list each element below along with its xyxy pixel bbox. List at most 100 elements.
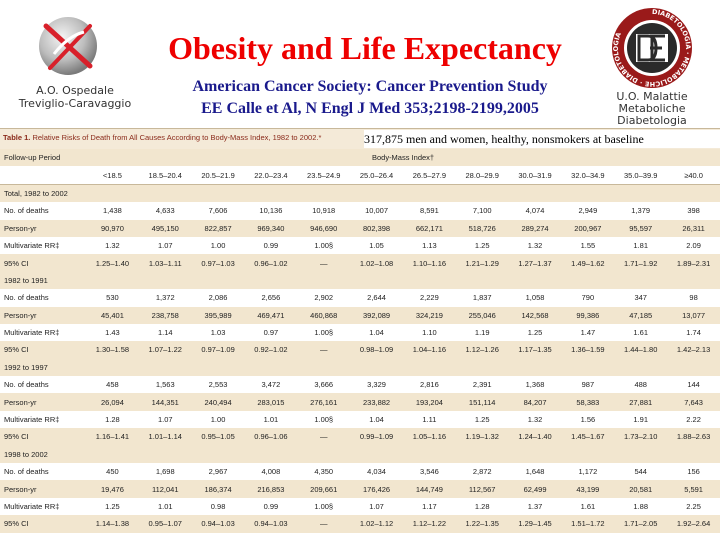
table-cell: 1.07 xyxy=(369,502,384,511)
table-cell: 1.00§ xyxy=(314,328,334,338)
row-label: Person-yr xyxy=(0,393,86,411)
bmi-column-header: 32.0–34.9 xyxy=(561,166,615,185)
table-cell: 144,351 xyxy=(138,393,192,411)
table-cell: 13,077 xyxy=(667,306,720,324)
table-cell: 1.28 xyxy=(474,502,490,511)
table-cell: 1,837 xyxy=(472,293,492,303)
hospital-logo xyxy=(39,17,97,75)
table-cell: 324,219 xyxy=(402,306,456,324)
table-cell: 58,383 xyxy=(561,393,615,411)
table-cell: 662,171 xyxy=(402,219,456,237)
table-cell: 1.01 xyxy=(263,415,279,425)
table-row: Person-yr 19,476 112,041 186,374 216,853 209,… xyxy=(0,480,720,498)
table-cell: 1.25 xyxy=(527,328,543,338)
table-cell: 2,949 xyxy=(578,206,598,216)
table-cell: 1,172 xyxy=(578,467,598,477)
table-row: No. of deaths 1,438 4,633 7,606 10,136 10,918… xyxy=(0,202,720,219)
table-cell: 1.43 xyxy=(105,328,120,338)
table-cell: 186,374 xyxy=(191,480,245,498)
table-cell: 1.73–2.10 xyxy=(614,428,668,446)
table-cell: 1.49–1.62 xyxy=(561,254,615,272)
table-cell: 0.99 xyxy=(263,241,279,251)
data-table: Follow-up Period Body-Mass Index† <18.5 18.… xyxy=(0,149,720,533)
table-cell: 45,401 xyxy=(86,306,139,324)
table-cell: 3,472 xyxy=(261,380,281,390)
table-cell: 26,311 xyxy=(667,219,720,237)
row-label: 95% CI xyxy=(0,341,86,359)
table-cell: 84,207 xyxy=(508,393,562,411)
table-cell: 1.10–1.16 xyxy=(402,254,456,272)
table-cell: 1.00§ xyxy=(314,415,334,425)
table-cell: 27,881 xyxy=(614,393,668,411)
table-cell: 1.88–2.63 xyxy=(667,428,720,446)
study-name: American Cancer Society: Cancer Preventi… xyxy=(192,78,548,95)
bmi-column-header: ≥40.0 xyxy=(667,166,720,185)
table-cell: 1.55 xyxy=(580,241,596,251)
table-cell: 1.44–1.80 xyxy=(614,341,668,359)
table-cell: 1,058 xyxy=(525,293,545,303)
table-cell: 1,698 xyxy=(155,467,175,477)
relative-risk-table: Table 1. Relative Risks of Death from Al… xyxy=(0,128,720,540)
table-cell: 176,426 xyxy=(350,480,403,498)
table-cell: 1.07–1.22 xyxy=(138,341,192,359)
table-cell: 1.25 xyxy=(474,241,490,251)
table-cell: 1.61 xyxy=(580,502,596,511)
table-cell: 0.98–1.09 xyxy=(350,341,403,359)
table-cell: 47,185 xyxy=(614,306,668,324)
table-cell: 1.19 xyxy=(474,328,490,338)
department-name-line3: Diabetologia xyxy=(617,114,687,127)
table-cell: 2,656 xyxy=(261,293,281,303)
table-row: 95% CI 1.14–1.38 0.95–1.07 0.94–1.03 0.94–1.… xyxy=(0,515,720,533)
row-label: Person-yr xyxy=(0,480,86,498)
table-cell: 1.81 xyxy=(633,241,648,251)
table-caption-label: Table 1. xyxy=(3,133,31,142)
bmi-column-header: 35.0–39.9 xyxy=(614,166,668,185)
table-cell: 99,386 xyxy=(561,306,615,324)
table-cell: 488 xyxy=(634,380,647,390)
table-cell: 1.07 xyxy=(157,241,173,251)
table-cell: 7,100 xyxy=(472,206,492,216)
citation: EE Calle et Al, N Engl J Med 353;2198-21… xyxy=(201,100,539,117)
bmi-column-header: 23.5–24.9 xyxy=(297,166,351,185)
hospital-name-line2: Treviglio-Caravaggio xyxy=(18,97,132,110)
table-cell: 1.91 xyxy=(633,415,648,425)
table-cell: 1.12–1.26 xyxy=(455,341,509,359)
table-cell: 1.36–1.59 xyxy=(561,341,615,359)
table-cell: 1.25 xyxy=(474,415,490,425)
table-cell: 10,136 xyxy=(259,206,283,216)
table-cell: 1.61 xyxy=(633,328,648,338)
table-cell: 1.02–1.12 xyxy=(350,515,403,533)
table-cell: 1.05–1.16 xyxy=(402,428,456,446)
table-cell: 1,563 xyxy=(155,380,175,390)
table-cell: 10,007 xyxy=(365,206,389,216)
row-label: Person-yr xyxy=(0,219,86,237)
table-cell: 2,816 xyxy=(419,380,439,390)
table-cell: 495,150 xyxy=(138,219,192,237)
row-label: 95% CI xyxy=(0,515,86,533)
table-cell: 151,114 xyxy=(455,393,509,411)
table-cell: 1.11 xyxy=(422,415,437,425)
table-cell: 1.12–1.22 xyxy=(402,515,456,533)
table-cell: 1.10 xyxy=(422,328,437,338)
table-cell: 1.42–2.13 xyxy=(667,341,720,359)
table-cell: 1.51–1.72 xyxy=(561,515,615,533)
table-cell: 1.32 xyxy=(527,415,543,425)
table-cell: 987 xyxy=(581,380,595,390)
table-row: Multivariate RR‡ 1.43 1.14 1.03 0.97 1.00§ 1.0… xyxy=(0,324,720,341)
table-cell: — xyxy=(297,341,351,359)
table-row: Multivariate RR‡ 1.25 1.01 0.98 0.99 1.00§ 1.0… xyxy=(0,498,720,515)
table-cell: 4,633 xyxy=(155,206,175,216)
table-cell: 0.97 xyxy=(263,328,279,338)
table-cell: 1.04 xyxy=(369,328,384,338)
table-cell: 1.16–1.41 xyxy=(86,428,139,446)
table-cell: 0.94–1.03 xyxy=(191,515,245,533)
table-cell: 1.71–1.92 xyxy=(614,254,668,272)
table-cell: 19,476 xyxy=(86,480,139,498)
table-cell: 2,872 xyxy=(472,467,492,477)
row-label: Multivariate RR‡ xyxy=(4,241,60,251)
table-cell: 450 xyxy=(106,467,119,477)
section-label: Total, 1982 to 2002 xyxy=(0,184,720,203)
table-cell: 112,041 xyxy=(138,480,192,498)
table-cell: 283,015 xyxy=(244,393,298,411)
table-cell: 144 xyxy=(687,380,700,390)
